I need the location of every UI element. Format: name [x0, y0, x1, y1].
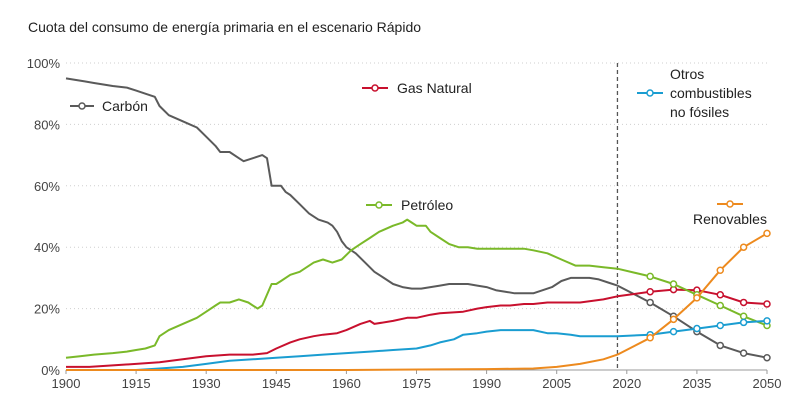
- legend-otros-marker: [646, 89, 654, 97]
- legend-otros-label-line2: combustibles: [670, 85, 752, 101]
- data-point: [763, 317, 771, 325]
- data-point: [716, 291, 725, 299]
- series-4: [66, 229, 771, 371]
- y-axis-ticks: 0% 20% 40% 60% 80% 100%: [27, 56, 61, 378]
- data-point: [739, 243, 748, 251]
- x-tick-label: 1990: [472, 376, 501, 391]
- data-point: [763, 300, 771, 308]
- y-tick-label: 40%: [34, 240, 60, 255]
- series-historical-line: [66, 353, 618, 371]
- x-tick-label: 1915: [122, 376, 151, 391]
- x-axis-ticks: 1900 1915 1930 1945 1960 1975 1990 2005 2020 2035…: [52, 370, 782, 391]
- legend-carbon: Carbón: [70, 98, 148, 114]
- data-point: [739, 298, 748, 307]
- legend-petroleo-marker: [375, 201, 383, 209]
- y-tick-label: 80%: [34, 117, 60, 132]
- legend-carbon-marker: [78, 102, 86, 110]
- legend-renovables-label: Renovables: [693, 211, 767, 227]
- series-historical-line: [65, 77, 618, 295]
- x-tick-label: 2005: [542, 376, 571, 391]
- legend-otros: Otros combustibles no fósiles: [637, 66, 752, 120]
- data-point: [716, 266, 725, 274]
- series-historical-line: [66, 329, 618, 371]
- data-point: [739, 349, 748, 357]
- data-point: [739, 312, 748, 321]
- legend-renovables-marker: [726, 200, 734, 208]
- data-point: [716, 301, 725, 310]
- legend-gas: Gas Natural: [362, 80, 472, 96]
- y-tick-label: 60%: [34, 179, 60, 194]
- data-point: [669, 280, 678, 288]
- data-point: [646, 298, 654, 307]
- legend-petroleo-label: Petróleo: [401, 197, 453, 213]
- data-point: [669, 315, 678, 324]
- legend-gas-marker: [371, 84, 379, 92]
- x-tick-label: 2020: [612, 376, 641, 391]
- data-point: [646, 287, 654, 296]
- x-tick-label: 1930: [192, 376, 221, 391]
- data-point: [646, 334, 654, 342]
- legend-petroleo: Petróleo: [366, 197, 453, 213]
- x-tick-label: 1960: [332, 376, 361, 391]
- grid: [66, 62, 767, 371]
- legend-otros-label-line3: no fósiles: [670, 104, 729, 120]
- series-historical-line: [66, 295, 618, 368]
- y-tick-label: 100%: [27, 56, 61, 71]
- x-tick-label: 1975: [402, 376, 431, 391]
- series-3: [66, 317, 771, 371]
- chart-title: Cuota del consumo de energía primaria en…: [28, 19, 421, 35]
- y-tick-label: 20%: [34, 302, 60, 317]
- series-historical-line: [65, 218, 618, 359]
- y-tick-label: 0%: [41, 363, 60, 378]
- data-point: [763, 229, 771, 238]
- legend-gas-label: Gas Natural: [397, 80, 472, 96]
- data-point: [739, 318, 748, 327]
- x-tick-label: 2050: [753, 376, 782, 391]
- series-group: [65, 77, 771, 371]
- data-point: [716, 321, 725, 330]
- data-point: [763, 353, 771, 362]
- data-point: [716, 341, 725, 350]
- legend-carbon-label: Carbón: [102, 98, 148, 114]
- legend-otros-label-line1: Otros: [670, 66, 704, 82]
- x-tick-label: 1900: [52, 376, 81, 391]
- data-point: [693, 324, 701, 333]
- legend-renovables: Renovables: [693, 200, 767, 227]
- data-point: [669, 327, 678, 336]
- x-tick-label: 1945: [262, 376, 291, 391]
- data-point: [693, 294, 701, 302]
- x-tick-label: 2035: [682, 376, 711, 391]
- data-point: [646, 272, 654, 281]
